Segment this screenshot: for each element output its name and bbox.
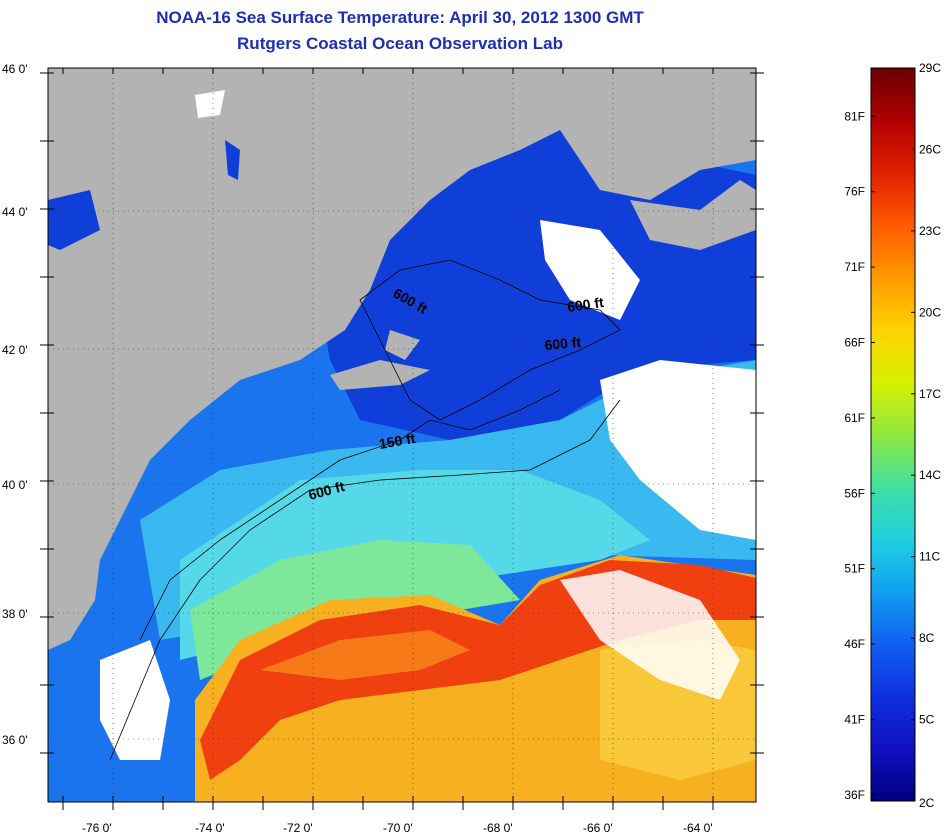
land-maritimes (560, 100, 756, 200)
lon-label: -70 0' (383, 821, 413, 835)
land-nova-scotia (630, 180, 756, 250)
graticule (48, 68, 756, 802)
axis-ticks (40, 68, 764, 810)
colorbar-celsius-label: 5C (919, 713, 935, 727)
contour-gulf-basin (359, 259, 621, 421)
colorbar-celsius-label: 20C (919, 305, 941, 319)
lat-label: 36 0' (2, 733, 28, 747)
colorbar-ticks (871, 67, 915, 802)
land-cape-cod (385, 330, 420, 360)
lon-label: -72 0' (283, 821, 313, 835)
lon-label: -74 0' (195, 821, 225, 835)
map-frame (47, 67, 757, 803)
colorbar-fahrenheit-label: 71F (844, 260, 865, 274)
colorbar-fahrenheit-label: 36F (844, 788, 865, 802)
lat-label: 38 0' (2, 607, 28, 621)
colorbar-celsius-label: 26C (919, 142, 941, 156)
colorbar-fahrenheit-label: 76F (844, 185, 865, 199)
contour-150ft (139, 389, 561, 641)
lon-label: -68 0' (483, 821, 513, 835)
lat-label: 42 0' (2, 343, 28, 357)
lat-label: 44 0' (2, 205, 28, 219)
colorbar-labels: 29C 26C 23C 20C 17C 14C 11C 8C 5C 2C 81F 76F 71F 66F 6… (844, 61, 941, 810)
colorbar-celsius-label: 23C (919, 224, 941, 238)
colorbar-celsius-label: 2C (919, 796, 935, 810)
lon-label: -66 0' (583, 821, 613, 835)
colorbar-fahrenheit-label: 61F (844, 411, 865, 425)
cloud-area (560, 570, 740, 700)
colorbar-fahrenheit-label: 81F (844, 109, 865, 123)
land-mainland (48, 68, 756, 650)
map-area (48, 68, 756, 802)
map-subtitle: Rutgers Coastal Ocean Observation Lab (237, 34, 563, 53)
contour-label: 150 ft (378, 430, 417, 452)
colorbar (870, 67, 916, 802)
lon-label: -76 0' (82, 821, 112, 835)
cloud-area (195, 90, 225, 118)
contour-label: 600 ft (544, 334, 582, 353)
contour-label: 600 ft (566, 294, 605, 315)
lat-label: 46 0' (2, 62, 28, 76)
colorbar-fahrenheit-label: 46F (844, 637, 865, 651)
map-title: NOAA-16 Sea Surface Temperature: April 3… (156, 8, 644, 27)
gulf-stream-eddy (260, 630, 470, 680)
lake-water (225, 140, 240, 180)
colorbar-celsius-label: 11C (919, 550, 940, 564)
colorbar-celsius-label: 14C (919, 468, 941, 482)
lon-label: -64 0' (683, 821, 713, 835)
cloud-area (600, 360, 756, 540)
colorbar-fahrenheit-label: 56F (844, 486, 865, 500)
colorbar-celsius-label: 8C (919, 631, 935, 645)
colorbar-fahrenheit-label: 66F (844, 335, 865, 349)
colorbar-fahrenheit-label: 51F (844, 562, 865, 576)
colorbar-celsius-label: 17C (919, 387, 941, 401)
lake-water (48, 190, 100, 250)
land-long-island (330, 360, 430, 390)
cloud-area (540, 220, 640, 320)
contour-600ft (109, 399, 621, 761)
colorbar-celsius-label: 29C (919, 61, 941, 75)
lat-label: 40 0' (2, 478, 28, 492)
colorbar-fahrenheit-label: 41F (844, 713, 865, 727)
